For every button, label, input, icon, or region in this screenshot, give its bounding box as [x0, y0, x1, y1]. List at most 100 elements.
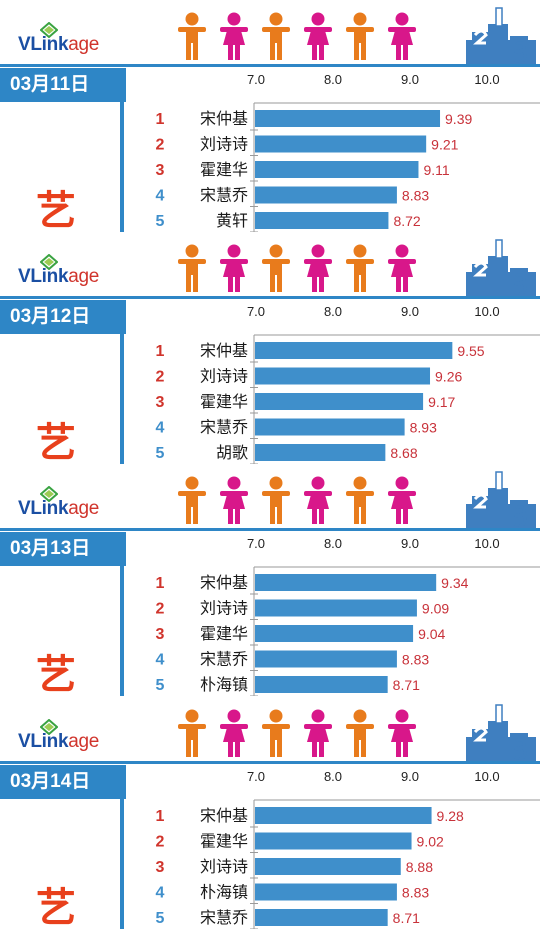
ranking-panel: VLinkage 03月11日 艺 7.0 8.0 9.0 10.0 1 宋仲基 9.39 2…	[0, 0, 540, 232]
male-person-icon	[262, 709, 290, 757]
artist-name: 朴海镇	[200, 675, 248, 694]
female-person-icon	[304, 12, 332, 60]
rank-number: 3	[156, 394, 165, 411]
rank-number: 5	[156, 213, 165, 230]
vlinkage-logo: VLinkage	[18, 22, 128, 56]
artist-name: 刘诗诗	[200, 857, 248, 876]
female-person-icon	[220, 244, 248, 292]
rank-number: 2	[156, 369, 165, 386]
axis-tick-label: 9.0	[401, 769, 419, 784]
podium-icon	[466, 704, 536, 761]
header-rule	[0, 761, 540, 764]
value-label: 9.34	[441, 575, 468, 591]
category-mark: 艺	[36, 188, 76, 232]
bar	[255, 444, 386, 461]
value-label: 8.93	[410, 420, 437, 436]
artist-name: 霍建华	[200, 832, 248, 851]
value-label: 9.26	[435, 369, 462, 385]
vlinkage-logo: VLinkage	[18, 486, 128, 520]
rank-number: 5	[156, 910, 165, 927]
axis-tick-label: 9.0	[401, 304, 419, 319]
header-rule	[0, 64, 540, 67]
bar	[255, 909, 388, 926]
axis-tick-label: 10.0	[474, 536, 499, 551]
rank-number: 2	[156, 834, 165, 851]
category-mark: 艺	[36, 885, 76, 929]
male-person-icon	[178, 12, 206, 60]
artist-name: 刘诗诗	[200, 599, 248, 618]
male-person-icon	[346, 476, 374, 524]
rank-number: 1	[156, 575, 165, 592]
bar	[255, 676, 388, 693]
artist-name: 宋慧乔	[200, 186, 248, 205]
female-person-icon	[388, 244, 416, 292]
female-person-icon	[304, 244, 332, 292]
rank-number: 1	[156, 808, 165, 825]
ranking-panel: VLinkage 03月12日 艺 7.0 8.0 9.0 10.0 1 宋仲基 9.55 2…	[0, 232, 540, 464]
podium-icon	[466, 471, 536, 528]
rank-number: 4	[156, 652, 165, 669]
male-person-icon	[346, 12, 374, 60]
bar	[255, 342, 453, 359]
rank-number: 4	[156, 188, 165, 205]
bar	[255, 883, 397, 901]
value-label: 8.72	[393, 213, 420, 229]
female-person-icon	[220, 709, 248, 757]
header-rule	[0, 296, 540, 299]
bar	[255, 135, 427, 153]
chart-left-rule	[120, 334, 124, 464]
date-label: 03月13日	[0, 532, 126, 566]
axis-tick-label: 9.0	[401, 72, 419, 87]
bar	[255, 418, 405, 436]
male-person-icon	[262, 244, 290, 292]
value-label: 8.88	[406, 859, 433, 875]
bar	[255, 574, 437, 591]
rank-number: 1	[156, 343, 165, 360]
artist-name: 霍建华	[200, 624, 248, 643]
bar	[255, 186, 397, 204]
bar-chart: 7.0 8.0 9.0 10.0 1 宋仲基 9.55 2 刘诗诗 9.26 3 霍建华 9.17 4 宋慧…	[156, 304, 540, 464]
logo-text: VLinkage	[18, 498, 100, 519]
axis-tick-label: 10.0	[474, 304, 499, 319]
category-mark: 艺	[36, 652, 76, 696]
axis-tick-label: 9.0	[401, 536, 419, 551]
female-person-icon	[388, 12, 416, 60]
artist-name: 刘诗诗	[200, 367, 248, 386]
axis-tick-label: 8.0	[324, 304, 342, 319]
artist-name: 宋慧乔	[200, 418, 248, 437]
vlinkage-logo-mark-icon	[40, 22, 58, 38]
male-person-icon	[178, 709, 206, 757]
value-label: 9.02	[417, 834, 444, 850]
artist-name: 宋慧乔	[200, 908, 248, 927]
rank-number: 4	[156, 885, 165, 902]
artist-name: 黄轩	[216, 211, 248, 230]
value-label: 9.28	[437, 808, 464, 824]
rank-number: 3	[156, 162, 165, 179]
bar	[255, 161, 419, 178]
value-label: 8.83	[402, 652, 429, 668]
rank-number: 3	[156, 859, 165, 876]
male-person-icon	[262, 476, 290, 524]
podium-icon	[466, 239, 536, 296]
logo-text: VLinkage	[18, 731, 100, 752]
axis-tick-label: 7.0	[247, 72, 265, 87]
bar	[255, 807, 432, 824]
female-person-icon	[304, 476, 332, 524]
vlinkage-logo: VLinkage	[18, 719, 128, 753]
rank-number: 3	[156, 626, 165, 643]
date-label: 03月12日	[0, 300, 126, 334]
artist-name: 宋仲基	[200, 109, 248, 128]
bar	[255, 625, 414, 642]
ranking-panel: VLinkage 03月13日 艺 7.0 8.0 9.0 10.0 1 宋仲基 9.34 2…	[0, 464, 540, 696]
logo-text: VLinkage	[18, 34, 100, 55]
female-person-icon	[388, 476, 416, 524]
bar	[255, 212, 389, 229]
artist-name: 朴海镇	[200, 883, 248, 902]
male-person-icon	[178, 244, 206, 292]
axis-tick-label: 8.0	[324, 536, 342, 551]
value-label: 9.21	[431, 137, 458, 153]
value-label: 9.39	[445, 111, 472, 127]
bar	[255, 599, 417, 617]
male-person-icon	[346, 709, 374, 757]
date-label: 03月14日	[0, 765, 126, 799]
